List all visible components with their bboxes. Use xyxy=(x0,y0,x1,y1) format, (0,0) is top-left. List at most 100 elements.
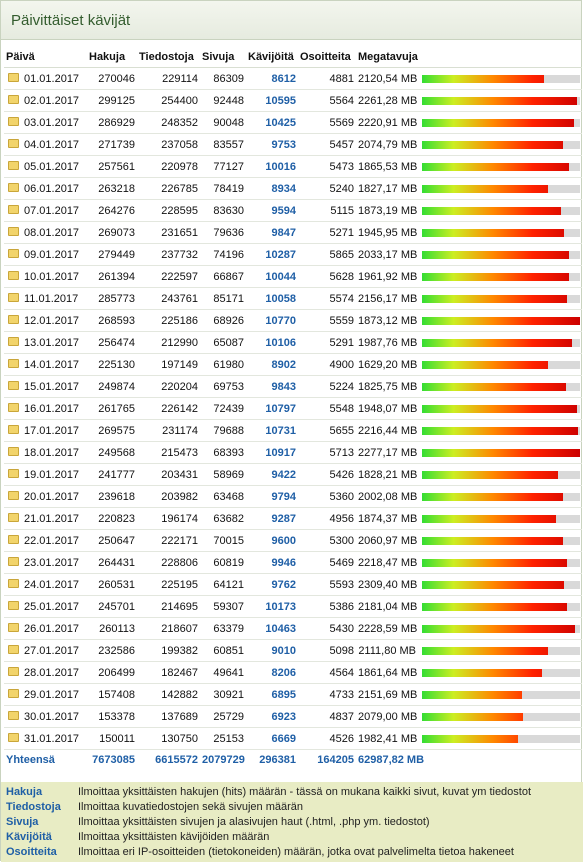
megabytes-cell: 1873,12 MB xyxy=(356,309,418,332)
col-header-files: Tiedostoja xyxy=(137,46,200,68)
pages-cell: 60819 xyxy=(200,551,246,574)
folder-icon xyxy=(8,95,19,105)
date-cell: 22.01.2017 xyxy=(4,529,87,552)
files-cell: 237732 xyxy=(137,243,200,266)
files-cell: 254400 xyxy=(137,89,200,112)
visitors-cell: 10770 xyxy=(246,309,298,332)
legend-key: Hakuja xyxy=(6,786,43,798)
date-cell: 12.01.2017 xyxy=(4,309,87,332)
megabytes-bar-fill xyxy=(422,118,574,127)
addresses-cell: 5469 xyxy=(298,551,356,574)
folder-icon xyxy=(8,601,19,611)
table-row: 04.01.2017 271739 237058 83557 9753 5457 2074,… xyxy=(4,133,582,156)
megabytes-bar-fill xyxy=(422,448,580,457)
visitors-cell: 10287 xyxy=(246,243,298,266)
date-cell: 09.01.2017 xyxy=(4,243,87,266)
megabytes-cell: 2156,17 MB xyxy=(356,287,418,310)
hits-cell: 232586 xyxy=(87,639,137,662)
megabytes-bar-fill xyxy=(422,646,548,655)
pages-cell: 66867 xyxy=(200,265,246,288)
date-cell: 26.01.2017 xyxy=(4,617,87,640)
megabytes-cell: 2277,17 MB xyxy=(356,441,418,464)
date-cell: 29.01.2017 xyxy=(4,683,87,706)
visitors-cell: 8612 xyxy=(246,67,298,90)
pages-cell: 72439 xyxy=(200,397,246,420)
megabytes-bar-fill xyxy=(422,602,567,611)
addresses-cell: 5115 xyxy=(298,199,356,222)
table-row: 17.01.2017 269575 231174 79688 10731 5655 2216… xyxy=(4,419,582,442)
date-label: 09.01.2017 xyxy=(24,248,80,261)
files-cell: 199382 xyxy=(137,639,200,662)
date-label: 30.01.2017 xyxy=(24,710,80,723)
addresses-cell: 5224 xyxy=(298,375,356,398)
files-cell: 215473 xyxy=(137,441,200,464)
files-cell: 225186 xyxy=(137,309,200,332)
totals-files: 6615572 xyxy=(155,754,198,766)
date-cell: 06.01.2017 xyxy=(4,177,87,200)
table-row: 15.01.2017 249874 220204 69753 9843 5224 1825,… xyxy=(4,375,582,398)
megabytes-cell: 2228,59 MB xyxy=(356,617,418,640)
totals-visitors: 296381 xyxy=(259,754,296,766)
visitors-cell: 6669 xyxy=(246,727,298,750)
megabytes-bar xyxy=(422,448,580,457)
pages-cell: 68393 xyxy=(200,441,246,464)
date-label: 17.01.2017 xyxy=(24,424,80,437)
megabytes-bar-fill xyxy=(422,404,577,413)
visitors-cell: 10044 xyxy=(246,265,298,288)
megabytes-bar xyxy=(422,668,580,677)
folder-icon xyxy=(8,205,19,215)
date-cell: 20.01.2017 xyxy=(4,485,87,508)
files-cell: 218607 xyxy=(137,617,200,640)
folder-icon xyxy=(8,249,19,259)
folder-icon xyxy=(8,535,19,545)
folder-icon xyxy=(8,469,19,479)
folder-icon xyxy=(8,425,19,435)
addresses-cell: 4526 xyxy=(298,727,356,750)
date-cell: 18.01.2017 xyxy=(4,441,87,464)
folder-icon xyxy=(8,293,19,303)
date-label: 01.01.2017 xyxy=(24,72,80,85)
table-row: 18.01.2017 249568 215473 68393 10917 5713 2277… xyxy=(4,441,582,464)
addresses-cell: 5593 xyxy=(298,573,356,596)
addresses-cell: 5574 xyxy=(298,287,356,310)
table-row: 16.01.2017 261765 226142 72439 10797 5548 1948… xyxy=(4,397,582,420)
col-header-hits: Hakuja xyxy=(87,46,137,68)
table-row: 13.01.2017 256474 212990 65087 10106 5291 1987… xyxy=(4,331,582,354)
files-cell: 226785 xyxy=(137,177,200,200)
megabytes-bar xyxy=(422,426,580,435)
megabytes-cell: 1961,92 MB xyxy=(356,265,418,288)
visitors-cell: 10731 xyxy=(246,419,298,442)
date-label: 13.01.2017 xyxy=(24,336,80,349)
date-label: 11.01.2017 xyxy=(24,292,79,305)
visitors-cell: 10016 xyxy=(246,155,298,178)
megabytes-bar xyxy=(422,492,580,501)
megabytes-bar xyxy=(422,184,580,193)
files-cell: 231174 xyxy=(137,419,200,442)
date-label: 07.01.2017 xyxy=(24,204,80,217)
files-cell: 228595 xyxy=(137,199,200,222)
megabytes-bar-fill xyxy=(422,514,556,523)
table-row: 10.01.2017 261394 222597 66867 10044 5628 1961… xyxy=(4,265,582,288)
addresses-cell: 5300 xyxy=(298,529,356,552)
megabytes-cell: 2220,91 MB xyxy=(356,111,418,134)
table-row: 30.01.2017 153378 137689 25729 6923 4837 2079,… xyxy=(4,705,582,728)
folder-icon xyxy=(8,359,19,369)
addresses-cell: 4837 xyxy=(298,705,356,728)
megabytes-bar xyxy=(422,536,580,545)
col-header-bar xyxy=(418,46,582,68)
files-cell: 243761 xyxy=(137,287,200,310)
visitors-cell: 10425 xyxy=(246,111,298,134)
legend-item: Kävijöitä Ilmoittaa yksittäisten kävijöid… xyxy=(6,830,578,845)
folder-icon xyxy=(8,579,19,589)
megabytes-bar xyxy=(422,74,580,83)
megabytes-bar xyxy=(422,338,580,347)
folder-icon xyxy=(8,139,19,149)
date-label: 28.01.2017 xyxy=(24,666,80,679)
addresses-cell: 5628 xyxy=(298,265,356,288)
megabytes-bar xyxy=(422,118,580,127)
addresses-cell: 5291 xyxy=(298,331,356,354)
date-cell: 28.01.2017 xyxy=(4,661,87,684)
folder-icon xyxy=(8,117,19,127)
megabytes-bar-fill xyxy=(422,360,548,369)
visitors-cell: 9946 xyxy=(246,551,298,574)
